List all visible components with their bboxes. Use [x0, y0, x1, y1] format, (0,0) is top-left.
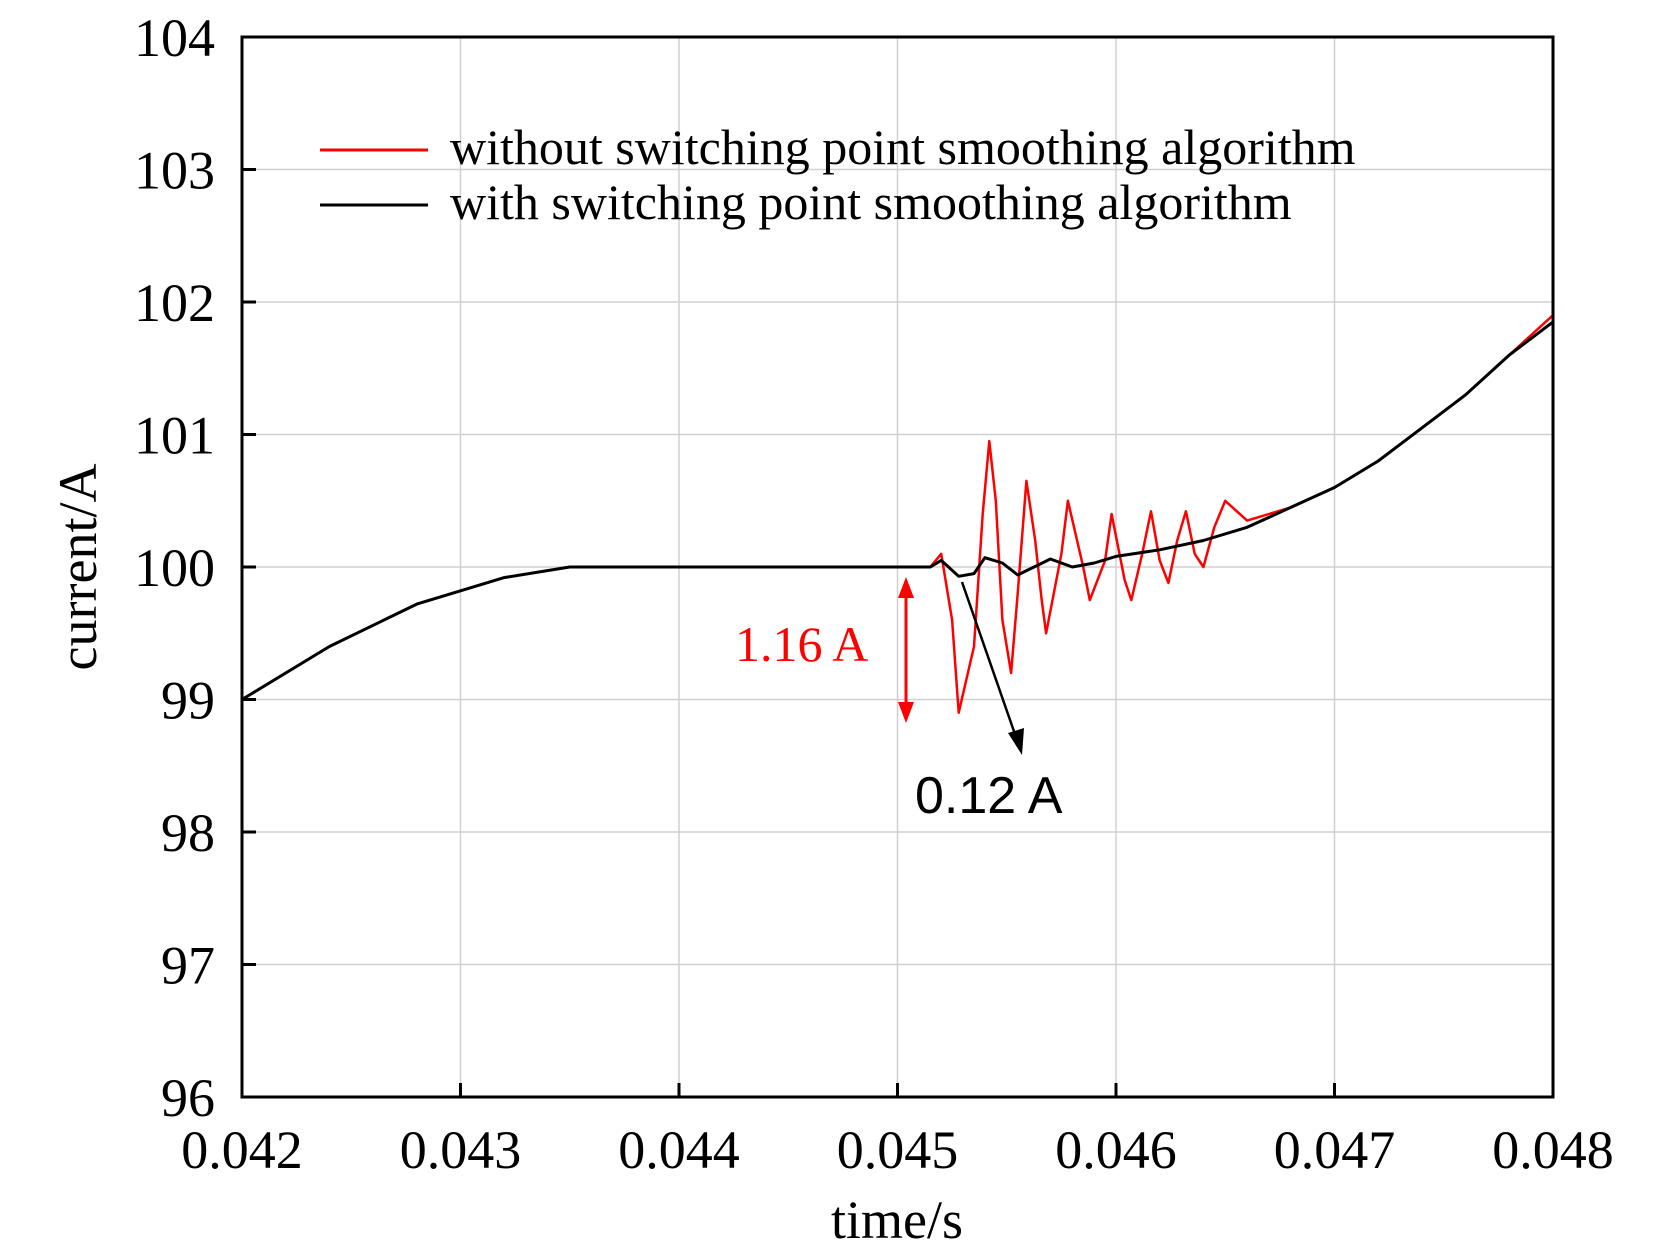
x-tick-label: 0.043 [400, 1120, 522, 1180]
legend: without switching point smoothing algori… [320, 119, 1356, 230]
x-tick-label: 0.044 [618, 1120, 740, 1180]
x-tick-label: 0.048 [1492, 1120, 1614, 1180]
red-arrow-head-up [898, 577, 914, 598]
y-axis-label: current/A [48, 464, 108, 671]
y-tick-label: 97 [161, 936, 215, 996]
black-pointer-arrow-head [1008, 728, 1024, 755]
y-tick-label: 101 [134, 406, 215, 466]
black-pointer-arrow-shaft [960, 581, 1019, 741]
y-tick-label: 100 [134, 538, 215, 598]
y-tick-label: 96 [161, 1068, 215, 1128]
y-tick-label: 98 [161, 803, 215, 863]
legend-label-without: without switching point smoothing algori… [450, 119, 1356, 175]
x-tick-label: 0.045 [837, 1120, 959, 1180]
x-tick-label: 0.046 [1055, 1120, 1177, 1180]
x-tick-label: 0.047 [1274, 1120, 1396, 1180]
red-arrow-head-down [898, 702, 914, 723]
annotation-label-black: 0.12 A [915, 767, 1063, 825]
annotation-label-red: 1.16 A [735, 616, 868, 672]
y-tick-label: 102 [134, 273, 215, 333]
x-tick-label: 0.042 [181, 1120, 303, 1180]
series-line-with [241, 320, 1554, 701]
y-tick-label: 99 [161, 671, 215, 731]
y-tick-label: 104 [134, 8, 215, 68]
legend-label-with: with switching point smoothing algorithm [450, 174, 1292, 230]
annotations: 1.16 A 0.12 A [735, 577, 1063, 825]
series-lines [241, 314, 1554, 714]
x-axis-label: time/s [831, 1190, 963, 1250]
y-tick-label: 103 [134, 141, 215, 201]
axis-ticks: 0.042 0.043 0.044 0.045 0.046 0.047 0.048 96 97 9… [134, 8, 1614, 1180]
